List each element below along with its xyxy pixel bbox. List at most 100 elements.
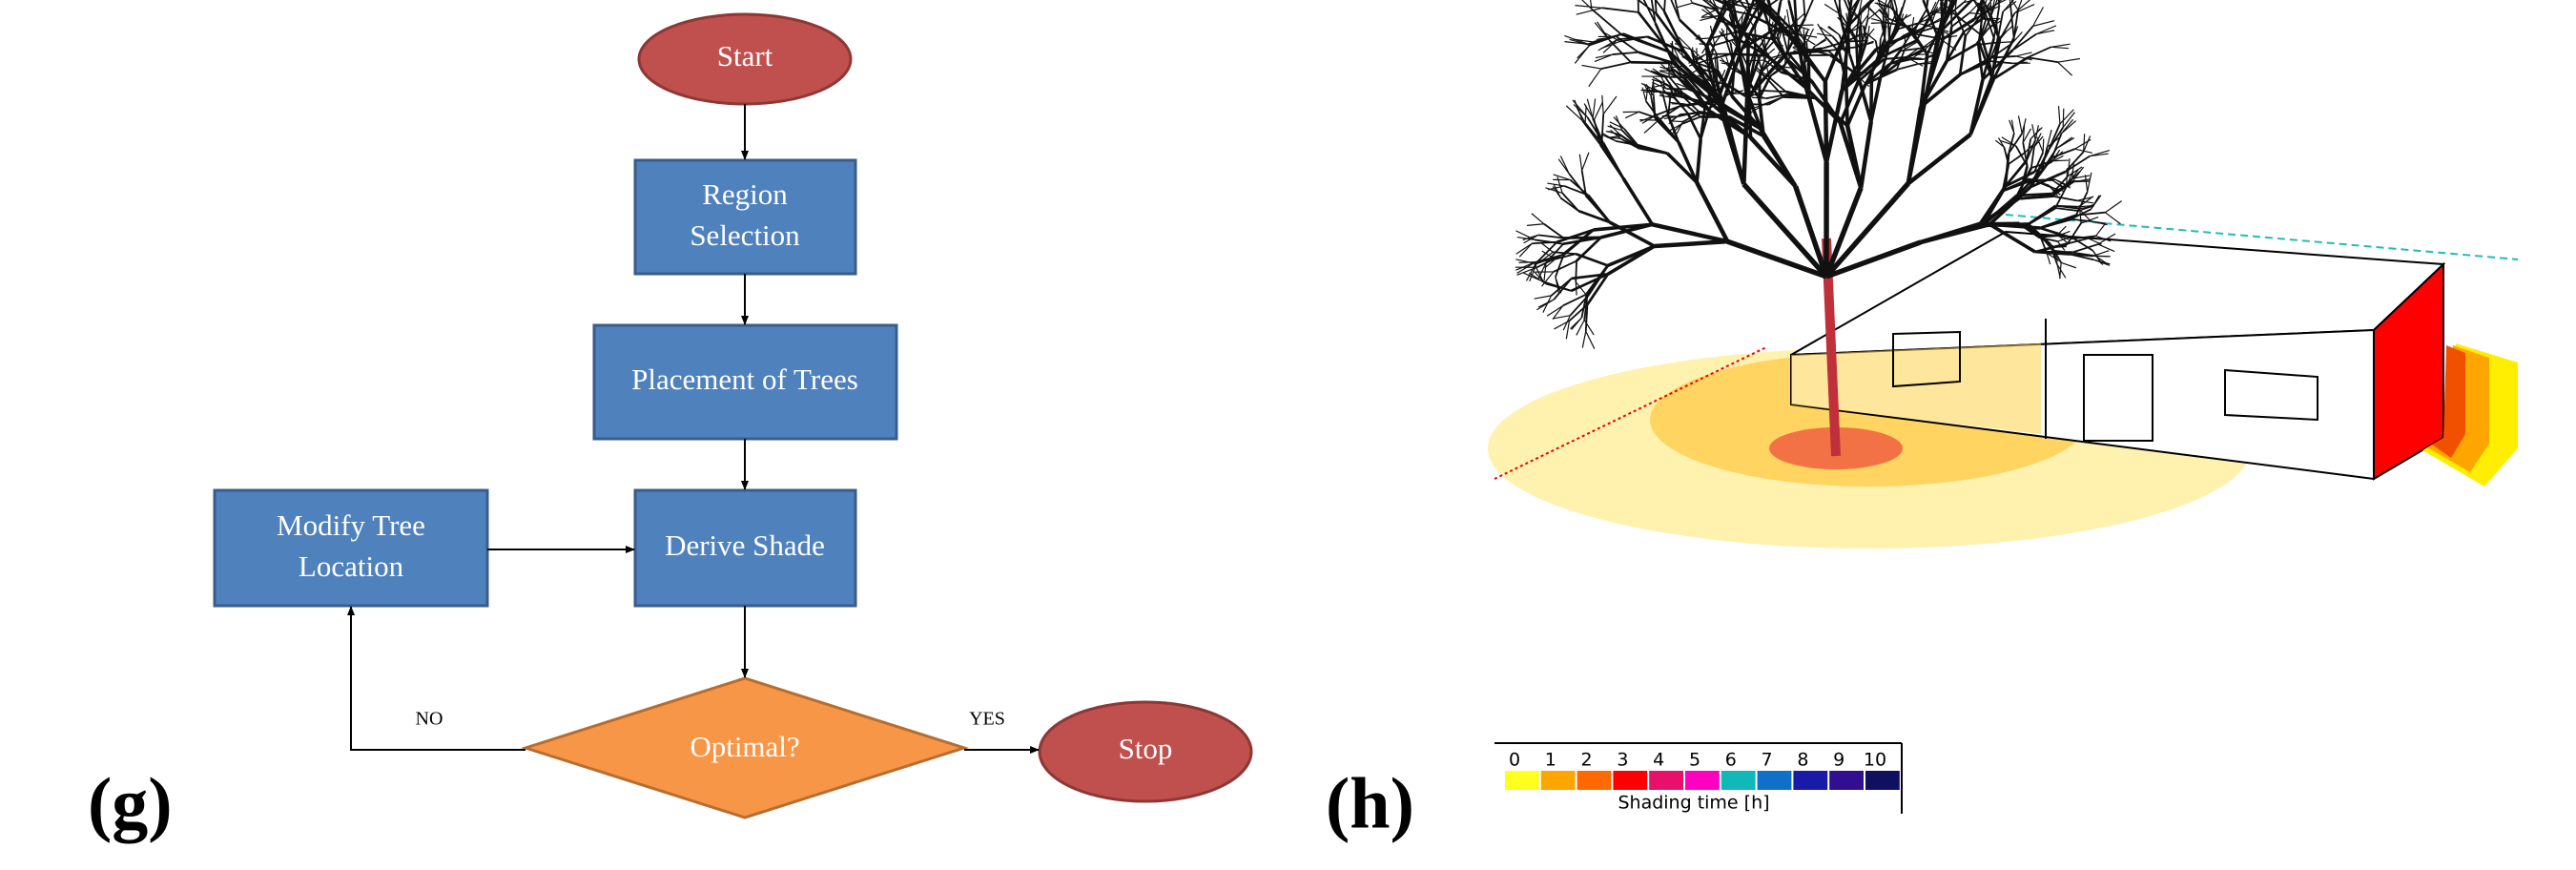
tree-branch [1614, 117, 1624, 129]
flowchart: Start Region Selection Placement of Tree… [215, 14, 1251, 818]
tree-branch [1897, 64, 1918, 70]
legend-tick: 2 [1581, 750, 1593, 771]
legend-tick: 5 [1689, 750, 1700, 771]
tree-branch [2063, 109, 2064, 128]
tree-branch [1667, 154, 1697, 183]
tree-branch [1577, 8, 1602, 14]
legend-tick: 1 [1545, 750, 1556, 771]
tree-branch [1554, 261, 1577, 272]
figure: Start Region Selection Placement of Tree… [0, 0, 2576, 870]
legend-swatch [1577, 771, 1612, 790]
tree-branch [2058, 62, 2072, 75]
node-label: Selection [690, 218, 800, 252]
legend-swatch [1685, 771, 1720, 790]
tree-branch [1783, 0, 1788, 1]
tree-branch [1592, 10, 1621, 34]
tree-branch [1749, 60, 1764, 61]
tree-branch [1697, 139, 1700, 183]
tree-branch [1763, 136, 1795, 187]
tree-branch [1582, 65, 1601, 69]
tree-branch [1720, 31, 1731, 43]
tree-branch [2053, 197, 2077, 201]
tree-branch [1847, 84, 1865, 126]
tree-branch [1664, 0, 1666, 11]
tree-branch [1788, 0, 1789, 1]
edge-label: YES [969, 709, 1005, 730]
node-label: Location [299, 549, 404, 583]
legend: Shading time [h] 012345678910 [1494, 743, 1902, 814]
tree-branch [2059, 106, 2060, 124]
tree-branch [1587, 99, 1593, 118]
tree-branch [1762, 91, 1786, 92]
tree-branch [2058, 58, 2080, 62]
legend-swatch [1829, 771, 1864, 790]
tree-branch [2036, 31, 2054, 34]
tree-branch [1846, 83, 1847, 126]
tree-branch [1603, 96, 1617, 114]
tree-branch [1571, 0, 1592, 10]
tree-branch [2050, 44, 2070, 47]
tree-branch [1532, 214, 1544, 224]
tree-branch [1547, 183, 1564, 186]
tree-branch [1603, 143, 1623, 179]
tree-branch [1683, 0, 1692, 3]
legend-swatch [1793, 771, 1827, 790]
tree-branch [1960, 36, 1966, 74]
tree-branch [1825, 82, 1826, 162]
tree-branch [1652, 224, 1727, 241]
node-label: Stop [1119, 732, 1173, 765]
tree-branch [2033, 21, 2054, 27]
tree-branch [1805, 0, 1816, 18]
node-label: Placement of Trees [631, 362, 858, 396]
edge-label: NO [416, 709, 443, 730]
tree-branch [1867, 26, 1869, 40]
tree-branch [1921, 224, 1990, 242]
tree-branch [2036, 26, 2056, 34]
tree-branch [2003, 0, 2015, 11]
tree-branch [1601, 62, 1631, 69]
tree-branch [2085, 175, 2087, 192]
legend-tick: 6 [1725, 750, 1737, 771]
tree-branch [1555, 321, 1570, 329]
tree-branch [1535, 296, 1552, 299]
tree-branch [1644, 120, 1659, 133]
node-label: Modify Tree [277, 508, 425, 542]
legend-swatch [1505, 771, 1539, 790]
tree-branch [1589, 69, 1601, 87]
tree-branch [1911, 54, 1927, 55]
tree-branch [1861, 122, 1871, 188]
tree-branch [1602, 95, 1603, 114]
tree-branch [1814, 40, 1825, 47]
tree-branch [1655, 241, 1728, 246]
legend-tick: 4 [1653, 750, 1664, 771]
legend-swatch [1865, 771, 1900, 790]
tree-branch [1593, 98, 1596, 118]
legend-swatch [1541, 771, 1576, 790]
legend-tick: 3 [1617, 750, 1628, 771]
tree-branch [1558, 159, 1569, 175]
tree-branch [1579, 155, 1581, 171]
tree-branch [1602, 8, 1638, 12]
tree-branch [1625, 112, 1638, 118]
tree-branch [1998, 11, 2003, 37]
tree-branch [1563, 294, 1587, 305]
tree-branch [1942, 2, 1944, 39]
tree-branch [1753, 104, 1769, 105]
tree-branch [1697, 182, 1727, 241]
tree-branch [1547, 305, 1563, 316]
tree-branch [1582, 153, 1589, 171]
tree-branch [1608, 246, 1655, 274]
tree-branch [1816, 98, 1847, 126]
tree-branch [2018, 115, 2022, 134]
tree-branch [1527, 224, 1544, 226]
tree-branch [2028, 57, 2057, 62]
tree-branch [1848, 33, 1849, 53]
legend-tick: 10 [1864, 750, 1886, 771]
tree-branch [2095, 224, 2105, 237]
shading-render [1488, 0, 2518, 549]
node-label: Region [702, 177, 788, 211]
tree-branch [1576, 261, 1577, 282]
legend-title: Shading time [h] [1618, 793, 1769, 814]
node-label: Start [717, 39, 773, 72]
node-label: Optimal? [690, 730, 799, 763]
